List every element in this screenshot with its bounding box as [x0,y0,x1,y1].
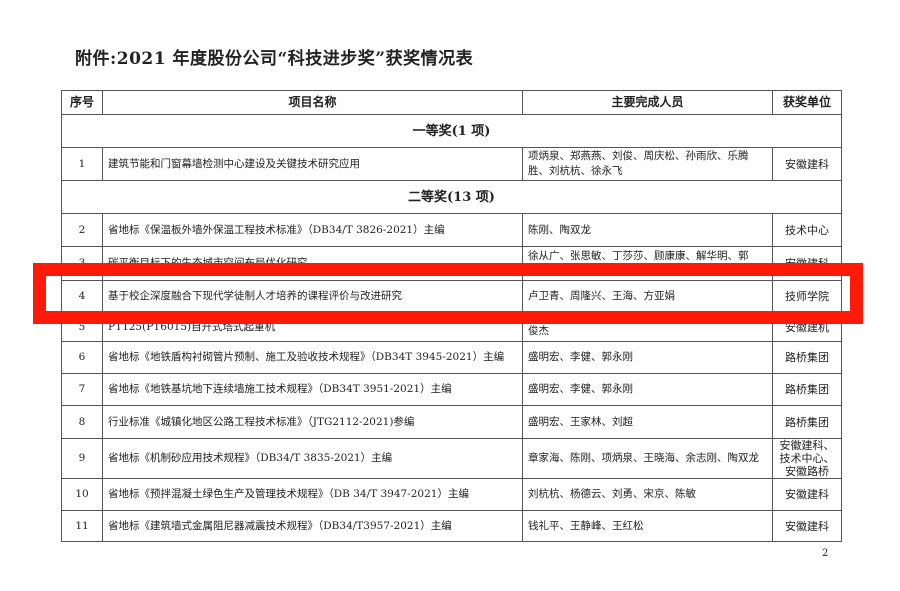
row-project: 省地标《建筑墙式金属阻尼器减震技术规程》（DB34/T3957-2021）主编 [102,510,523,542]
row-people: 陈刚、陶双龙 [522,213,773,247]
row-no: 6 [61,341,103,374]
row-no: 7 [61,373,103,406]
row-project: 省地标《地铁盾构衬砌管片预制、施工及验收技术规程》（DB34T 3945-202… [102,341,523,374]
document-title: 附件:2021 年度股份公司“科技进步奖”获奖情况表 [75,49,474,69]
header-no: 序号 [61,90,103,115]
row-no: 11 [61,510,103,542]
row-project: 省地标《机制砂应用技术规程》（DB34/T 3835-2021）主编 [102,438,523,479]
row-unit: 路桥集团 [772,405,842,439]
row-people: 盛明宏、李健、郭永刚 [522,373,773,406]
highlight-box [33,263,863,324]
row-no: 8 [61,405,103,439]
page-number: 2 [822,548,829,559]
section-second-prize: 二等奖(13 项) [61,180,842,214]
header-people: 主要完成人员 [522,90,773,115]
row-project: 行业标准《城镇化地区公路工程技术标准》（JTG2112-2021)参编 [102,405,523,439]
table-row: 6 省地标《地铁盾构衬砌管片预制、施工及验收技术规程》（DB34T 3945-2… [61,341,842,374]
row-unit: 技术中心 [772,213,842,247]
row-people: 项炳泉、郑燕燕、刘俊、周庆松、孙雨欣、乐腾胜、刘杭杭、徐永飞 [522,147,773,181]
row-project: 建筑节能和门窗幕墙检测中心建设及关键技术研究应用 [102,147,523,181]
header-project: 项目名称 [102,90,523,115]
row-no: 1 [61,147,103,181]
table-row: 11 省地标《建筑墙式金属阻尼器减震技术规程》（DB34/T3957-2021）… [61,510,842,542]
row-unit: 路桥集团 [772,341,842,374]
row-project: 省地标《地铁基坑地下连续墙施工技术规程》（DB34T 3951-2021）主编 [102,373,523,406]
row-people: 章家海、陈刚、项炳泉、王晓海、余志刚、陶双龙 [522,438,773,479]
row-unit: 安徽建科、技术中心、安徽路桥 [772,438,842,479]
row-unit: 安徽建科 [772,510,842,542]
section-first-prize: 一等奖(1 项) [61,114,842,148]
header-unit: 获奖单位 [772,90,842,115]
row-people: 盛明宏、王家林、刘超 [522,405,773,439]
table-row: 8 行业标准《城镇化地区公路工程技术标准》（JTG2112-2021)参编 盛明… [61,405,842,439]
table-row: 2 省地标《保温板外墙外保温工程技术标准》（DB34/T 3826-2021）主… [61,213,842,247]
row-no: 10 [61,478,103,511]
row-project: 省地标《预拌混凝土绿色生产及管理技术规程》（DB 34/T 3947-2021）… [102,478,523,511]
table-row: 7 省地标《地铁基坑地下连续墙施工技术规程》（DB34T 3951-2021）主… [61,373,842,406]
row-people: 刘杭杭、杨德云、刘勇、宋京、陈敏 [522,478,773,511]
row-no: 2 [61,213,103,247]
table-row: 1 建筑节能和门窗幕墙检测中心建设及关键技术研究应用 项炳泉、郑燕燕、刘俊、周庆… [61,147,842,181]
row-unit: 安徽建科 [772,478,842,511]
row-project: 省地标《保温板外墙外保温工程技术标准》（DB34/T 3826-2021）主编 [102,213,523,247]
row-project: 基于校企深度融合下现代学徒制人才培养的课程评价与改进研究 [102,280,523,313]
table-row: 9 省地标《机制砂应用技术规程》（DB34/T 3835-2021）主编 章家海… [61,438,842,479]
table-row: 10 省地标《预拌混凝土绿色生产及管理技术规程》（DB 34/T 3947-20… [61,478,842,511]
table-header-row: 序号 项目名称 主要完成人员 获奖单位 [61,90,842,115]
row-people: 盛明宏、李健、郭永刚 [522,341,773,374]
row-people: 钱礼平、王静峰、王红松 [522,510,773,542]
row-no: 9 [61,438,103,479]
row-unit: 安徽建科 [772,147,842,181]
row-unit: 路桥集团 [772,373,842,406]
